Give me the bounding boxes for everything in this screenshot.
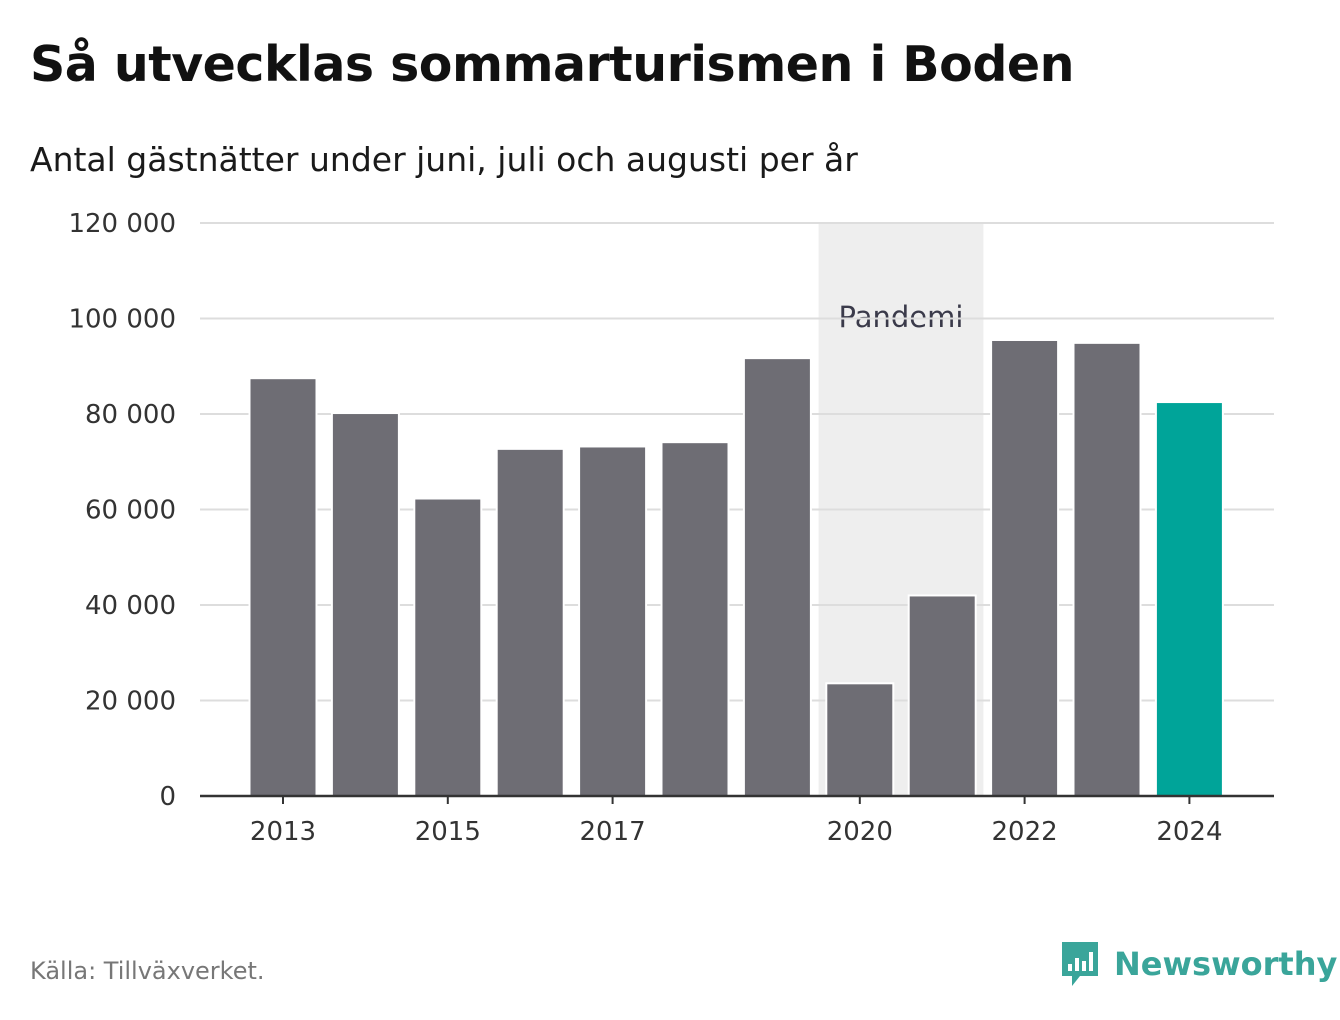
bar	[660, 441, 730, 797]
y-tick-label: 0	[159, 782, 176, 812]
brand-name: Newsworthy	[1114, 945, 1338, 983]
chart-title: Så utvecklas sommarturismen i Boden	[30, 36, 1075, 93]
bar	[907, 594, 977, 798]
y-tick-label: 120 000	[68, 209, 176, 239]
bar	[742, 357, 812, 797]
x-tick-label: 2013	[250, 817, 316, 847]
axes: 0 20 000 40 000 60 000 80 000 100 000 120 000 2…	[68, 209, 1274, 847]
bars	[248, 338, 1224, 798]
bar	[495, 447, 565, 797]
y-tick-label: 80 000	[85, 400, 176, 430]
bar	[413, 497, 483, 797]
bar	[248, 377, 318, 797]
brand-logo: Newsworthy	[1060, 940, 1337, 988]
bar-chart: Pandemi 0 20 000 40 000 60 000 80 000 100 000…	[68, 209, 1274, 847]
x-tick-label: 2022	[992, 817, 1058, 847]
bar	[578, 445, 648, 797]
bar	[1072, 341, 1142, 797]
bar	[1154, 401, 1224, 797]
bar	[990, 338, 1060, 797]
x-tick-label: 2020	[827, 817, 893, 847]
y-tick-label: 60 000	[85, 496, 176, 526]
y-tick-label: 20 000	[85, 687, 176, 717]
bar	[825, 682, 895, 797]
bar	[330, 412, 400, 797]
y-tick-label: 100 000	[68, 305, 176, 335]
chart-subtitle: Antal gästnätter under juni, juli och au…	[30, 140, 858, 179]
newsworthy-logo-icon	[1062, 942, 1098, 986]
x-tick-label: 2015	[415, 817, 481, 847]
x-tick-label: 2024	[1156, 817, 1222, 847]
y-tick-label: 40 000	[85, 591, 176, 621]
source-note: Källa: Tillväxverket.	[30, 957, 265, 985]
pandemic-band-label: Pandemi	[839, 300, 964, 334]
x-tick-label: 2017	[580, 817, 646, 847]
